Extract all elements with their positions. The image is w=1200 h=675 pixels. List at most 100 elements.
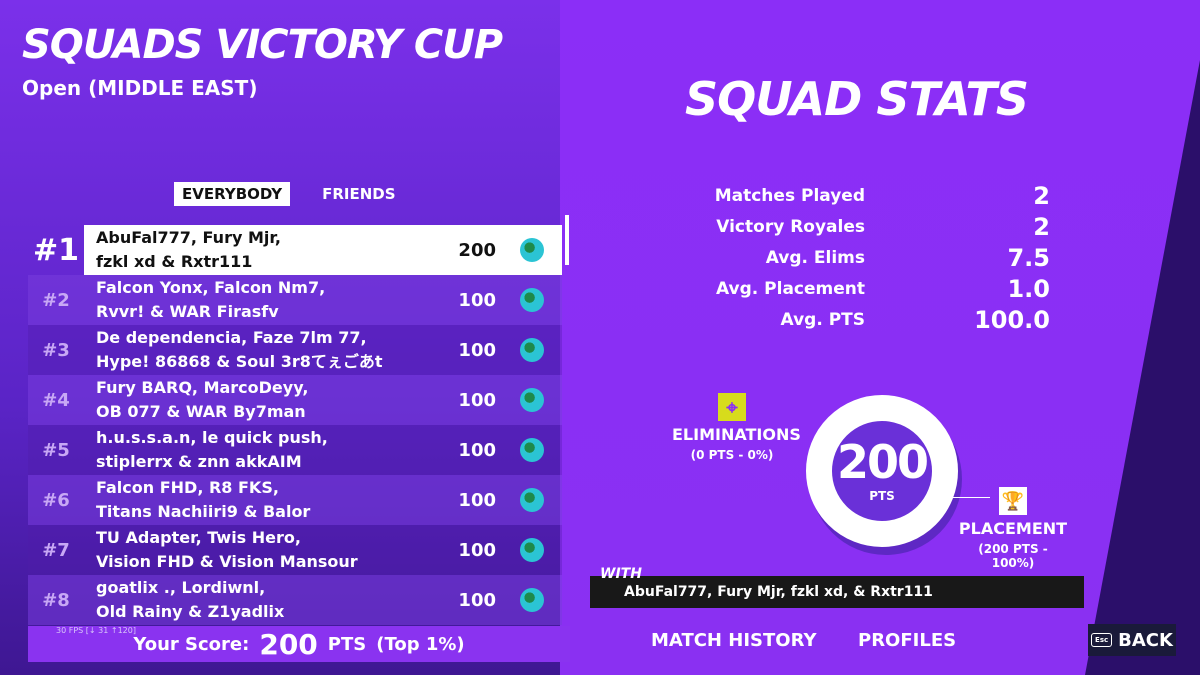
placement-detail: (200 PTS - 100%) bbox=[978, 542, 1048, 570]
tab-everybody[interactable]: EVERYBODY bbox=[174, 182, 291, 206]
team-score: 200 bbox=[458, 239, 496, 261]
team-score: 100 bbox=[458, 489, 496, 511]
leaderboard-row[interactable]: #8 goatlix ., Lordiwnl, Old Rainy & Z1yadl… bbox=[28, 575, 562, 625]
team-names-line2: Hype! 86868 & Soul 3r8てぇごあt bbox=[96, 352, 383, 371]
globe-icon bbox=[520, 538, 544, 562]
profiles-button[interactable]: PROFILES bbox=[858, 630, 957, 651]
stat-row: Avg. Placement 1.0 bbox=[690, 273, 1050, 304]
page-subtitle: Open (MIDDLE EAST) bbox=[22, 76, 258, 100]
team-names-line2: stiplerrx & znn akkAIM bbox=[96, 452, 302, 471]
points-ring: 200 PTS bbox=[806, 395, 958, 547]
placement-block: 🏆 PLACEMENT (200 PTS - 100%) bbox=[958, 487, 1068, 570]
rank: #1 bbox=[32, 232, 79, 268]
team-score: 100 bbox=[458, 289, 496, 311]
stat-label: Avg. PTS bbox=[780, 309, 865, 330]
rank: #4 bbox=[42, 389, 70, 411]
placement-label: PLACEMENT bbox=[958, 519, 1068, 538]
globe-icon bbox=[520, 438, 544, 462]
leaderboard-row[interactable]: #6 Falcon FHD, R8 FKS, Titans Nachiiri9 & … bbox=[28, 475, 562, 525]
your-score-bar: Your Score: 200 PTS (Top 1%) bbox=[28, 626, 570, 662]
leaderboard-row[interactable]: #5 h.u.s.s.a.n, le quick push, stiplerrx &… bbox=[28, 425, 562, 475]
leaderboard-row[interactable]: #3 De dependencia, Faze 7lm 77, Hype! 8686… bbox=[28, 325, 562, 375]
stat-value: 2 bbox=[1033, 181, 1050, 210]
points-unit: PTS bbox=[869, 489, 895, 503]
stat-row: Matches Played 2 bbox=[690, 180, 1050, 211]
stat-label: Matches Played bbox=[714, 185, 865, 206]
rank: #5 bbox=[42, 439, 70, 461]
team-names: Fury BARQ, MarcoDeyy, OB 077 & WAR By7man bbox=[84, 376, 426, 424]
team-names-line1: Fury BARQ, MarcoDeyy, bbox=[96, 378, 309, 397]
stat-label: Avg. Placement bbox=[715, 278, 865, 299]
globe-icon bbox=[520, 588, 544, 612]
team-names-line1: AbuFal777, Fury Mjr, bbox=[96, 228, 281, 247]
rank: #8 bbox=[42, 589, 70, 611]
globe-icon bbox=[520, 238, 544, 262]
eliminations-block: ⌖ ELIMINATIONS (0 PTS - 0%) bbox=[672, 393, 801, 462]
team-names-line1: De dependencia, Faze 7lm 77, bbox=[96, 328, 367, 347]
stat-value: 7.5 bbox=[1007, 243, 1050, 272]
eliminations-label: ELIMINATIONS bbox=[672, 425, 801, 444]
page-title: SQUADS VICTORY CUP bbox=[22, 22, 503, 68]
connector-line bbox=[950, 497, 990, 498]
team-names-line2: fzkl xd & Rxtr111 bbox=[96, 252, 253, 271]
globe-icon bbox=[520, 388, 544, 412]
stat-row: Avg. Elims 7.5 bbox=[690, 242, 1050, 273]
team-names-line1: Falcon FHD, R8 FKS, bbox=[96, 478, 279, 497]
leaderboard-row[interactable]: #7 TU Adapter, Twis Hero, Vision FHD & Vis… bbox=[28, 525, 562, 575]
leaderboard-tabs: EVERYBODY FRIENDS bbox=[174, 182, 404, 206]
your-score-unit: PTS bbox=[327, 633, 367, 655]
team-names: TU Adapter, Twis Hero, Vision FHD & Visio… bbox=[84, 526, 426, 574]
rank: #2 bbox=[42, 289, 70, 311]
team-score: 100 bbox=[458, 339, 496, 361]
your-score-rank: (Top 1%) bbox=[376, 633, 465, 655]
team-names: Falcon Yonx, Falcon Nm7, Rvvr! & WAR Fira… bbox=[84, 276, 426, 324]
team-score: 100 bbox=[458, 539, 496, 561]
globe-icon bbox=[520, 488, 544, 512]
rank: #6 bbox=[42, 489, 70, 511]
leaderboard-row[interactable]: #1 AbuFal777, Fury Mjr, fzkl xd & Rxtr111 2… bbox=[28, 225, 562, 275]
team-names-line1: h.u.s.s.a.n, le quick push, bbox=[96, 428, 328, 447]
team-names-line2: Old Rainy & Z1yadlix bbox=[96, 602, 285, 621]
scrollbar[interactable] bbox=[565, 215, 569, 265]
fps-counter: 30 FPS [↓ 31 ↑120] bbox=[56, 626, 136, 635]
team-names: AbuFal777, Fury Mjr, fzkl xd & Rxtr111 bbox=[84, 226, 426, 274]
stat-label: Victory Royales bbox=[716, 216, 865, 237]
stats-table: Matches Played 2 Victory Royales 2 Avg. Elim… bbox=[690, 180, 1050, 335]
match-history-button[interactable]: MATCH HISTORY bbox=[651, 630, 817, 651]
team-names: Falcon FHD, R8 FKS, Titans Nachiiri9 & Ba… bbox=[84, 476, 426, 524]
stat-value: 2 bbox=[1033, 212, 1050, 241]
leaderboard-row[interactable]: #4 Fury BARQ, MarcoDeyy, OB 077 & WAR By7m… bbox=[28, 375, 562, 425]
team-names-line1: Falcon Yonx, Falcon Nm7, bbox=[96, 278, 326, 297]
your-score-value: 200 bbox=[259, 627, 318, 661]
team-names-line2: Rvvr! & WAR Firasfv bbox=[96, 302, 279, 321]
stat-label: Avg. Elims bbox=[765, 247, 865, 268]
eliminations-detail: (0 PTS - 0%) bbox=[690, 448, 774, 462]
team-names: goatlix ., Lordiwnl, Old Rainy & Z1yadlix bbox=[84, 576, 426, 624]
team-names-line2: Titans Nachiiri9 & Balor bbox=[96, 502, 311, 521]
crosshair-icon: ⌖ bbox=[718, 393, 746, 421]
back-button[interactable]: Esc BACK bbox=[1088, 624, 1176, 656]
back-label: BACK bbox=[1118, 629, 1173, 651]
stat-value: 1.0 bbox=[1007, 274, 1050, 303]
team-names: De dependencia, Faze 7lm 77, Hype! 86868 … bbox=[84, 326, 426, 374]
stat-row: Avg. PTS 100.0 bbox=[690, 304, 1050, 335]
team-names-line2: Vision FHD & Vision Mansour bbox=[96, 552, 358, 571]
team-score: 100 bbox=[458, 389, 496, 411]
your-score-label: Your Score: bbox=[133, 633, 250, 655]
stat-value: 100.0 bbox=[974, 305, 1050, 334]
left-panel bbox=[0, 0, 590, 675]
esc-key-icon: Esc bbox=[1091, 633, 1113, 647]
leaderboard-row[interactable]: #2 Falcon Yonx, Falcon Nm7, Rvvr! & WAR Fi… bbox=[28, 275, 562, 325]
squad-members-bar: AbuFal777, Fury Mjr, fzkl xd, & Rxtr111 bbox=[590, 576, 1084, 608]
squad-stats-title: SQUAD STATS bbox=[685, 72, 1029, 126]
team-names-line1: TU Adapter, Twis Hero, bbox=[96, 528, 301, 547]
rank: #7 bbox=[42, 539, 70, 561]
points-total: 200 bbox=[836, 435, 929, 489]
leaderboard-list: #1 AbuFal777, Fury Mjr, fzkl xd & Rxtr111 2… bbox=[28, 225, 562, 625]
trophy-icon: 🏆 bbox=[999, 487, 1027, 515]
team-names-line1: goatlix ., Lordiwnl, bbox=[96, 578, 266, 597]
team-score: 100 bbox=[458, 439, 496, 461]
globe-icon bbox=[520, 338, 544, 362]
tab-friends[interactable]: FRIENDS bbox=[322, 185, 396, 203]
